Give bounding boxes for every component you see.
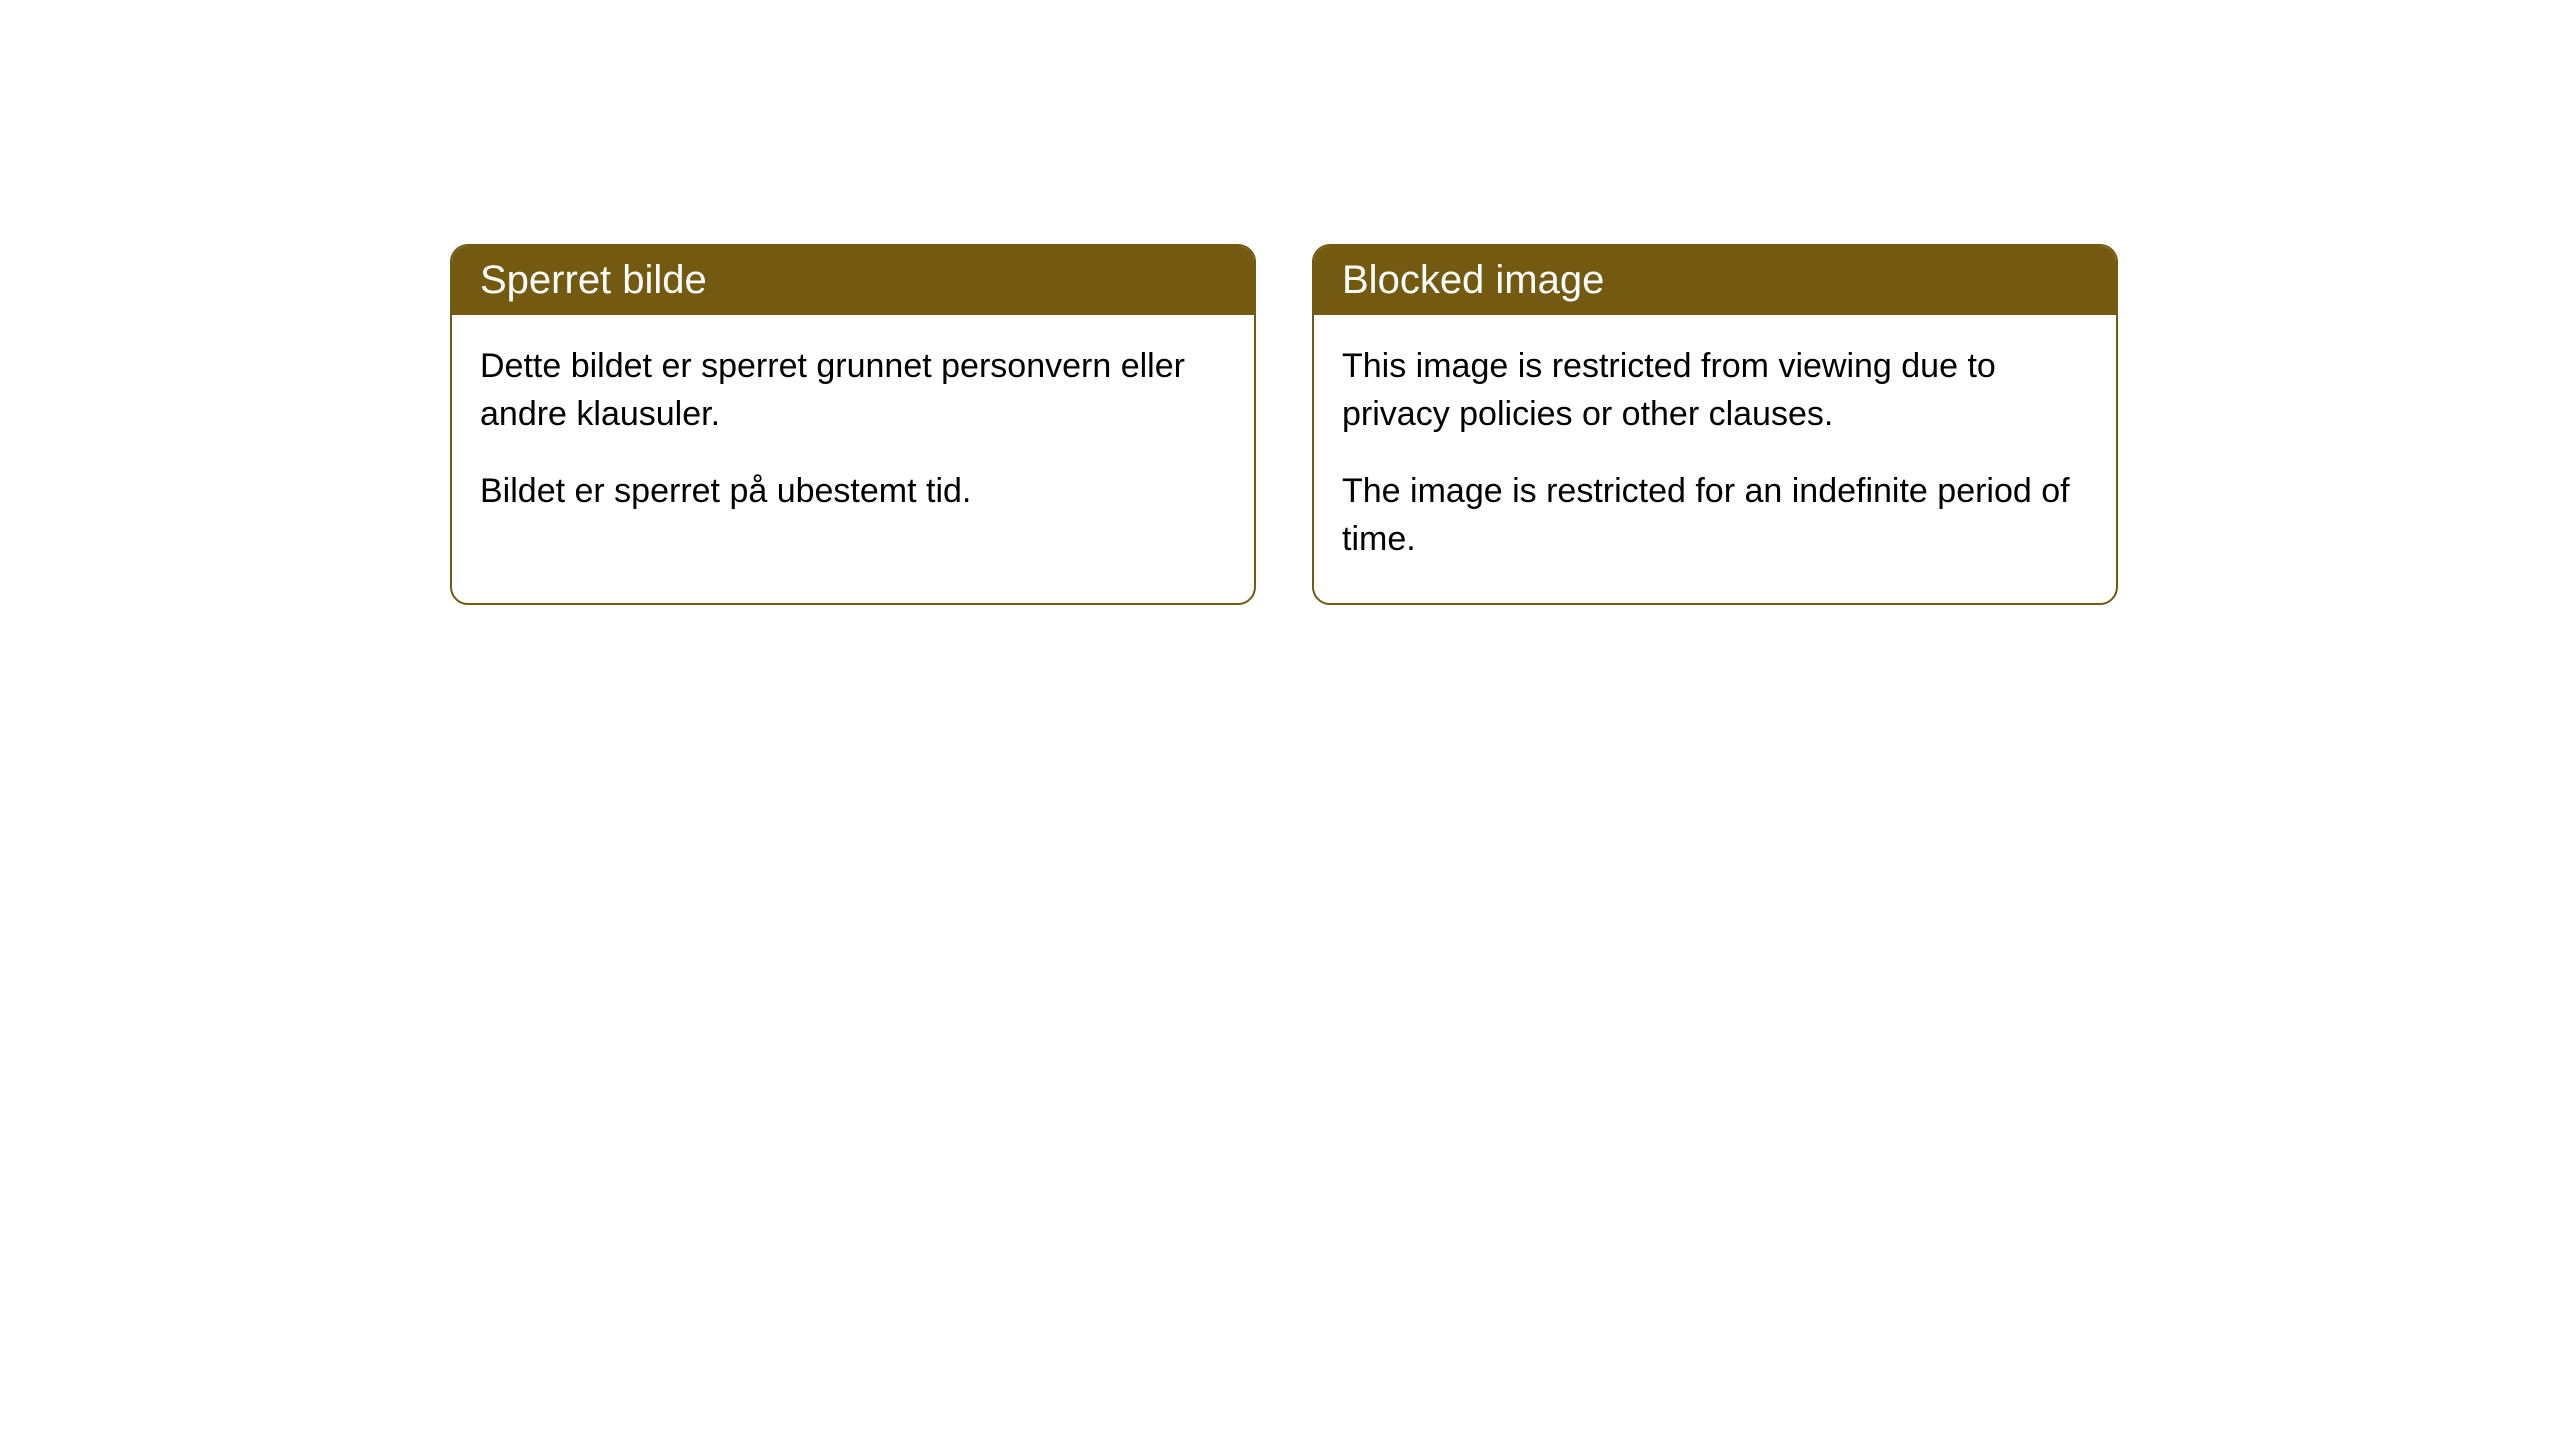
notice-paragraph-2: Bildet er sperret på ubestemt tid. — [480, 468, 1226, 516]
notice-box-english: Blocked image This image is restricted f… — [1312, 244, 2118, 605]
notice-header: Blocked image — [1314, 246, 2116, 315]
notice-container: Sperret bilde Dette bildet er sperret gr… — [450, 244, 2118, 605]
notice-header: Sperret bilde — [452, 246, 1254, 315]
notice-body: Dette bildet er sperret grunnet personve… — [452, 315, 1254, 556]
notice-paragraph-2: The image is restricted for an indefinit… — [1342, 468, 2088, 563]
notice-box-norwegian: Sperret bilde Dette bildet er sperret gr… — [450, 244, 1256, 605]
notice-paragraph-1: Dette bildet er sperret grunnet personve… — [480, 343, 1226, 438]
notice-body: This image is restricted from viewing du… — [1314, 315, 2116, 603]
notice-paragraph-1: This image is restricted from viewing du… — [1342, 343, 2088, 438]
